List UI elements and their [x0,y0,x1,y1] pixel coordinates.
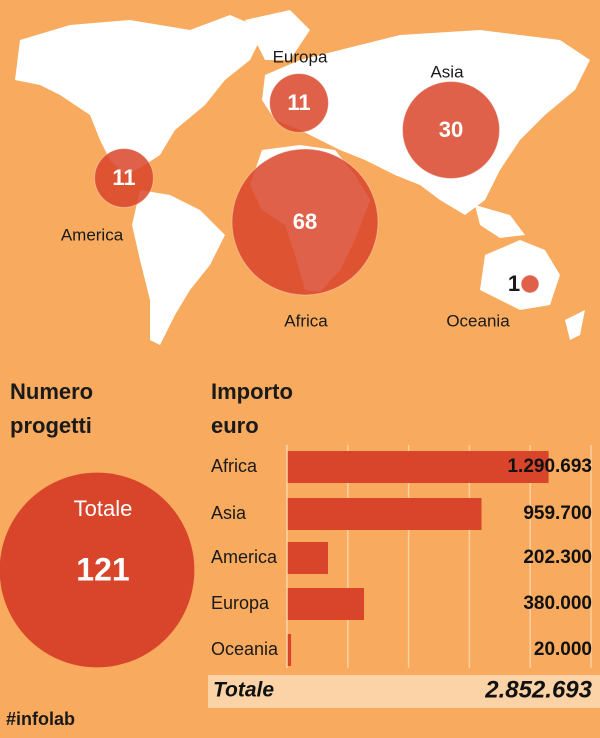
bubble [269,73,329,133]
bubble-value: 11 [112,165,135,190]
region-label: Asia [430,62,464,81]
value-label: 20.000 [534,639,592,660]
bar [287,451,549,483]
bubble [231,148,379,296]
category-label: Africa [211,456,258,476]
category-label: America [211,547,278,567]
bubble-value: 11 [287,90,310,115]
panel-title: Importo euro [211,379,293,438]
region-label: America [61,225,124,244]
bubble-value: 68 [293,209,317,234]
bar [287,634,292,666]
total-band [208,675,600,708]
bubble [94,148,154,208]
bubble-value: 30 [439,117,463,142]
category-label: Asia [211,503,247,523]
bubble [520,274,540,294]
region-label: Africa [284,311,328,330]
value-label: 202.300 [523,547,592,568]
bar [287,588,365,620]
bubble-value: 1 [508,271,520,296]
total-label: Totale [213,679,274,702]
value-label: 380.000 [523,593,592,614]
value-label: 959.700 [523,503,592,524]
category-label: Europa [211,593,270,613]
category-label: Oceania [211,639,279,659]
total-value: 121 [76,551,129,587]
region-label: Europa [273,47,328,66]
panel-title: Numero progetti [10,379,94,438]
value-label: 1.290.693 [507,456,592,477]
bar [287,542,328,574]
total-bubble [0,472,195,668]
footer-brand: #infolab [6,709,75,729]
region-label: Oceania [446,311,510,330]
bar [287,498,482,530]
total-label: Totale [74,496,133,521]
bubble [402,81,500,179]
total-value: 2.852.693 [484,676,592,703]
